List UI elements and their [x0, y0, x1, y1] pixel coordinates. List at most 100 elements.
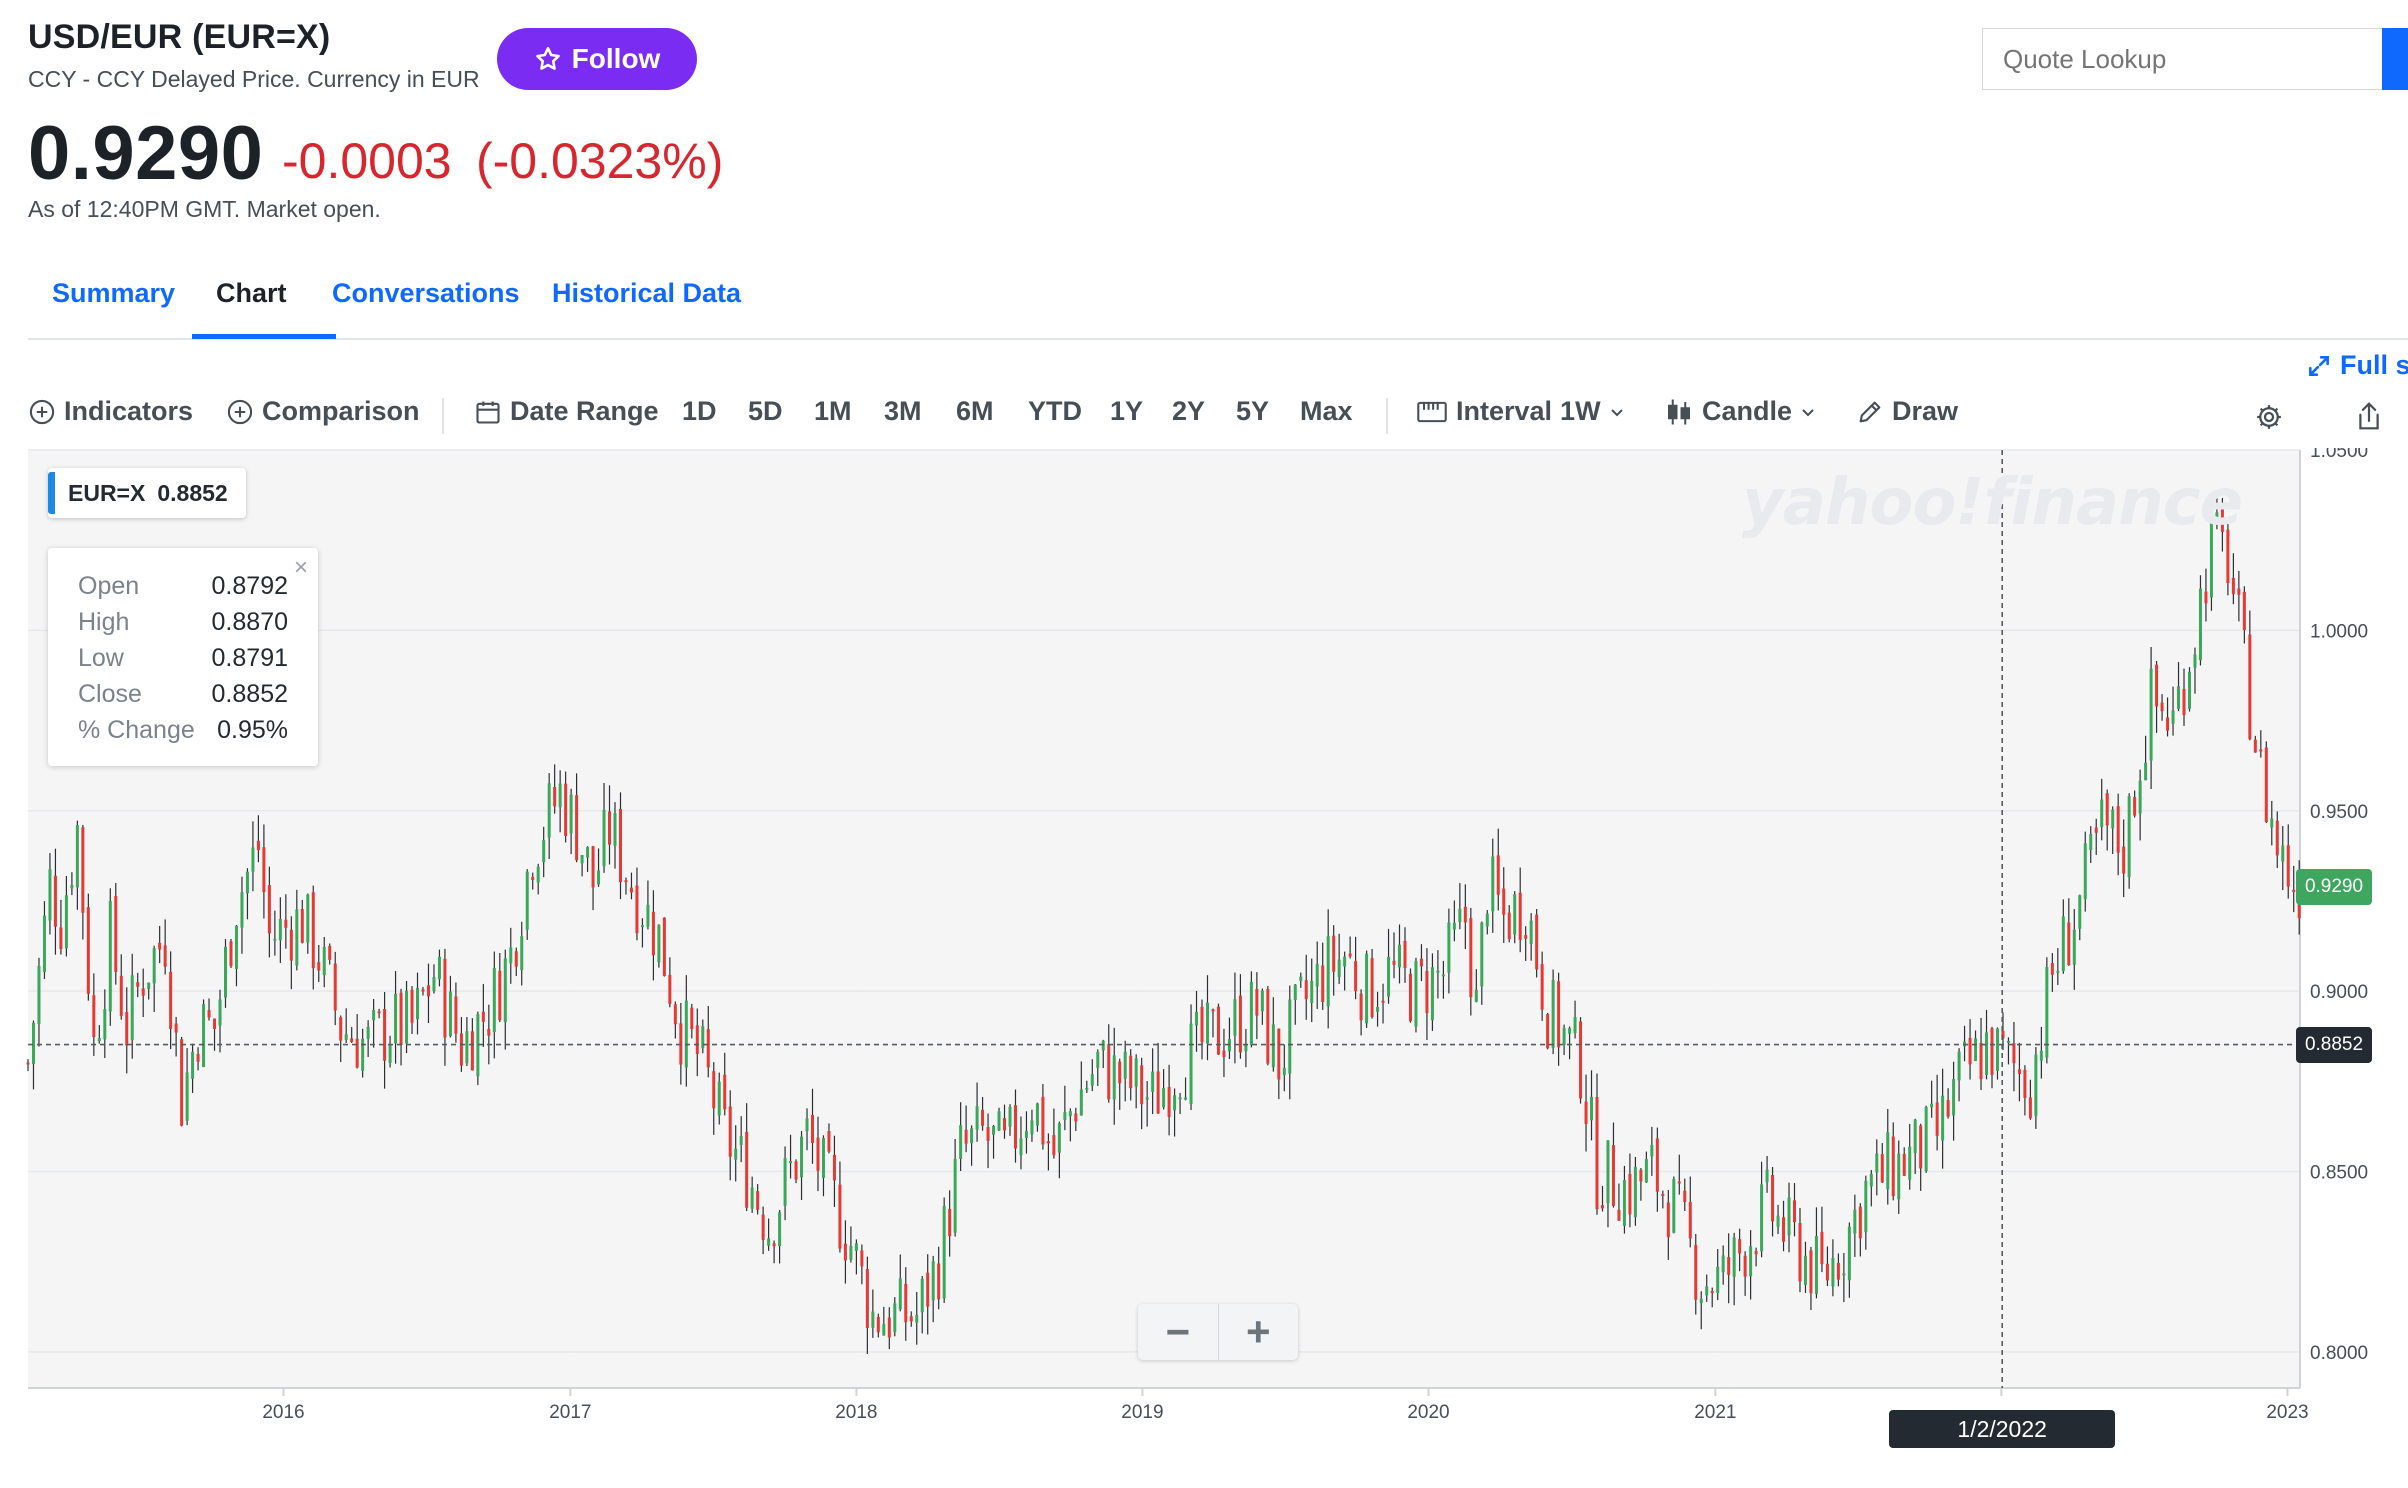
candle-body: [284, 919, 288, 928]
candle-body: [64, 895, 68, 949]
candle-body: [432, 977, 436, 992]
candle-body: [1200, 1006, 1204, 1043]
candle-body: [498, 970, 502, 1021]
tab-conversations[interactable]: Conversations: [332, 278, 520, 308]
candle-body: [2187, 671, 2191, 709]
range-1d[interactable]: 1D: [682, 396, 717, 426]
close-icon[interactable]: ×: [293, 554, 308, 581]
candle-body: [514, 951, 518, 967]
range-3m[interactable]: 3M: [884, 396, 922, 426]
candle-body: [278, 918, 282, 941]
candle-body: [289, 929, 293, 961]
crosshair-date-label: 1/2/2022: [1889, 1410, 2116, 1448]
candle-body: [1908, 1146, 1912, 1180]
candle-body: [723, 1074, 727, 1110]
candle-body: [1151, 1071, 1155, 1092]
candle-body: [1688, 1201, 1692, 1239]
candle-body: [70, 885, 74, 889]
candle-body: [1458, 908, 1462, 923]
candle-body: [739, 1135, 743, 1146]
range-ytd[interactable]: YTD: [1028, 396, 1082, 426]
price-chart[interactable]: 1.0500 1.0000 0.9500 0.9000 0.8500 0.8000 2016…: [0, 448, 2408, 1488]
toolbar-divider: [442, 398, 444, 434]
candle-body: [800, 1136, 804, 1178]
year-band: [570, 450, 857, 1388]
share-button[interactable]: [2354, 400, 2384, 432]
tab-chart[interactable]: Chart: [216, 278, 287, 308]
candle-body: [1771, 1175, 1775, 1222]
candle-body: [2100, 799, 2104, 828]
date-range-button[interactable]: Date Range: [474, 396, 659, 427]
y-tick-label: 0.9500: [2310, 802, 2368, 823]
fullscreen-label: Full sc: [2340, 350, 2408, 380]
search-button[interactable]: [2382, 28, 2408, 90]
candle-body: [1184, 1097, 1188, 1100]
follow-button[interactable]: Follow: [497, 28, 697, 90]
candle-body: [2264, 747, 2268, 823]
candle-body: [717, 1081, 721, 1116]
candlestick-chart[interactable]: 1.0500 1.0000 0.9500 0.9000 0.8500 0.8000 2016…: [0, 448, 2408, 1488]
interval-dropdown[interactable]: Interval 1W: [1416, 396, 1625, 427]
candle-body: [1946, 1100, 1950, 1117]
candle-body: [1024, 1130, 1028, 1138]
candle-body: [1480, 922, 1484, 987]
candle-body: [1167, 1087, 1171, 1118]
tab-summary[interactable]: Summary: [52, 278, 176, 308]
draw-button[interactable]: Draw: [1856, 396, 1958, 427]
star-icon: [535, 46, 560, 70]
candle-body: [1793, 1200, 1797, 1223]
candle-body: [1633, 1166, 1637, 1218]
range-6m[interactable]: 6M: [956, 396, 994, 426]
chart-type-dropdown[interactable]: Candle: [1664, 396, 1816, 427]
pencil-icon: [1859, 401, 1881, 422]
candle-body: [843, 1243, 847, 1261]
candle-body: [1408, 973, 1412, 1022]
range-5y[interactable]: 5Y: [1236, 396, 1270, 426]
fullscreen-button[interactable]: Full sc: [2306, 350, 2408, 381]
candle-body: [981, 1109, 985, 1126]
candle-body: [196, 1053, 200, 1062]
candle-body: [2006, 1040, 2010, 1043]
candle-body: [2017, 1069, 2021, 1075]
candle-body: [893, 1303, 897, 1333]
range-max[interactable]: Max: [1300, 396, 1353, 426]
quote-lookup-input[interactable]: [1982, 28, 2382, 90]
candle-body: [2067, 922, 2071, 966]
candle-body: [92, 995, 96, 1038]
candle-body: [931, 1261, 935, 1301]
candle-body: [1699, 1298, 1703, 1304]
candle-body: [547, 783, 551, 838]
candle-body: [1782, 1217, 1786, 1242]
comparison-button[interactable]: Comparison: [226, 396, 420, 427]
candle-body: [476, 1014, 480, 1077]
candle-body: [125, 1012, 129, 1046]
range-5d[interactable]: 5D: [748, 396, 783, 426]
indicators-button[interactable]: Indicators: [28, 396, 193, 427]
candle-body: [1990, 1028, 1994, 1075]
candle-body: [108, 900, 112, 1012]
candle-body: [1924, 1106, 1928, 1171]
range-1y[interactable]: 1Y: [1110, 396, 1144, 426]
candle-body: [876, 1316, 880, 1333]
calendar-icon: [476, 401, 500, 424]
candle-body: [26, 1062, 30, 1065]
candle-body: [399, 992, 403, 1045]
year-band: [1715, 450, 2002, 1388]
candle-body: [1639, 1169, 1643, 1182]
candle-body: [97, 1038, 101, 1042]
range-2y[interactable]: 2Y: [1172, 396, 1206, 426]
zoom-out-button[interactable]: −: [1138, 1304, 1219, 1360]
candle-body: [821, 1138, 825, 1178]
tab-historical-data[interactable]: Historical Data: [552, 278, 742, 308]
candle-body: [1935, 1102, 1939, 1136]
zoom-in-button[interactable]: +: [1245, 1308, 1271, 1355]
ohlc-row-high: High 0.8870: [78, 608, 288, 636]
candle-body: [1376, 1007, 1380, 1012]
range-1m[interactable]: 1M: [814, 396, 852, 426]
candle-body: [860, 1250, 864, 1267]
candle-body: [1875, 1153, 1879, 1173]
settings-button[interactable]: [2254, 402, 2284, 432]
candle-body: [992, 1125, 996, 1135]
candle-body: [2177, 686, 2181, 709]
candle-body: [1282, 1067, 1286, 1076]
